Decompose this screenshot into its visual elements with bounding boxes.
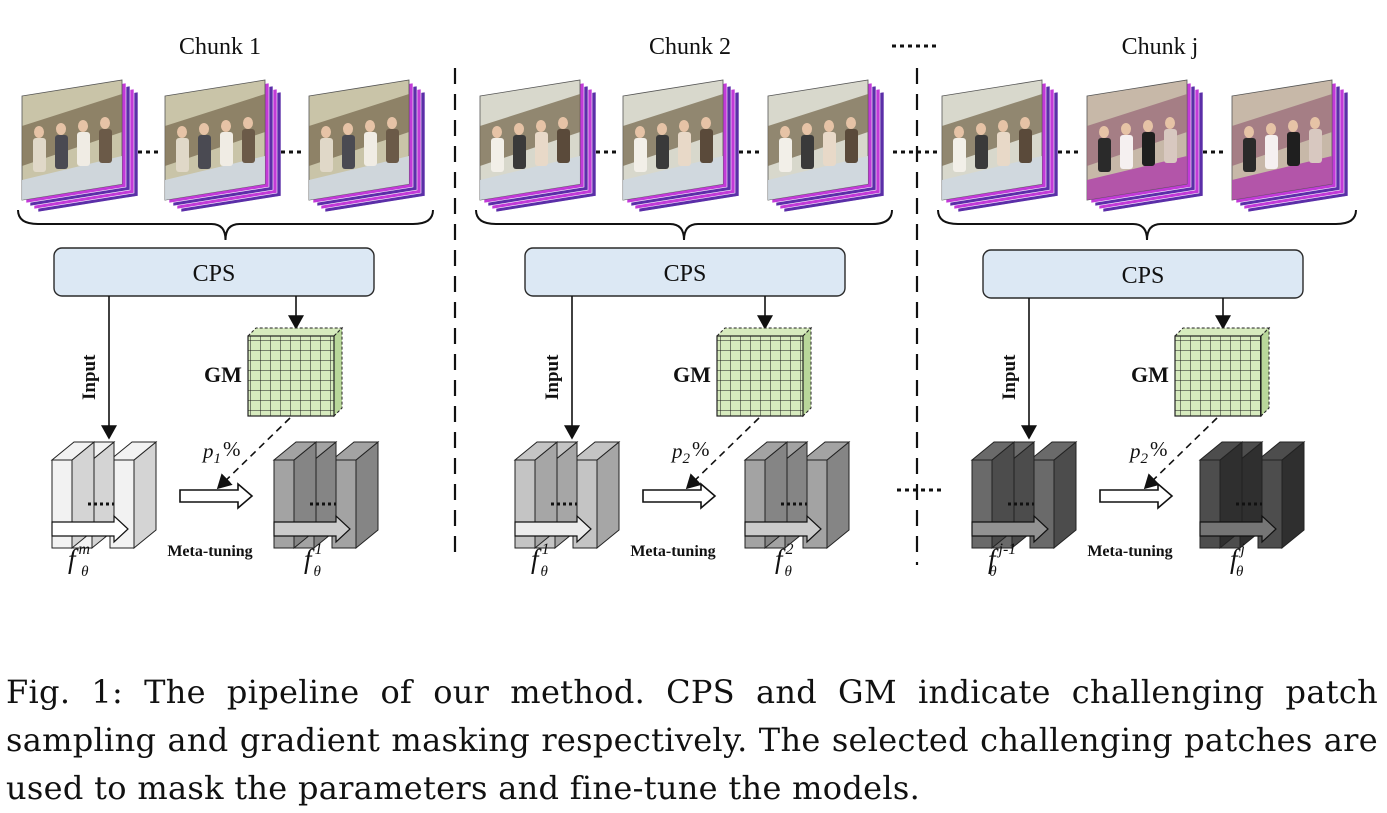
video-frame-stack-1 (21, 79, 139, 213)
video-frame-stack-1 (941, 79, 1059, 213)
meta-tuning-label: Meta-tuning (1087, 543, 1172, 560)
video-frame-stack-2 (1086, 79, 1204, 213)
video-frame-stack-2 (622, 79, 740, 213)
tuned-model-block (1198, 440, 1306, 550)
cps-label: CPS (193, 261, 236, 287)
chunk-title: Chunk j (1122, 34, 1199, 60)
meta-tuning-arrow (642, 482, 717, 510)
gm-cube (1173, 326, 1271, 418)
mask-ratio-label: p1% (201, 437, 241, 467)
tuned-model-block (272, 440, 380, 550)
meta-tuning-arrow (179, 482, 254, 510)
video-frame-stack-3 (308, 79, 426, 213)
video-frame-stack-1 (479, 79, 597, 213)
video-frame-stack-3 (1231, 79, 1349, 213)
input-label: Input (999, 354, 1020, 400)
curly-brace (937, 209, 1357, 241)
mask-ratio-label: p2% (670, 437, 710, 467)
chunk-1-group: Chunk 1 CPS Input GM p1% Meta-tuning f m θ f 1 θ (17, 34, 434, 580)
video-frame-stack-3 (767, 79, 885, 213)
curly-brace (17, 209, 434, 241)
gm-label: GM (204, 362, 242, 387)
cps-box (524, 247, 846, 297)
cps-label: CPS (1122, 263, 1165, 289)
input-label: Input (542, 354, 563, 400)
input-model-block (50, 440, 158, 550)
gm-cube (715, 326, 813, 418)
gradient-mask-arrow (685, 417, 760, 490)
input-label: Input (79, 354, 100, 400)
gm-label: GM (1131, 362, 1169, 387)
cps-box (53, 247, 375, 297)
tuned-model-block (743, 440, 851, 550)
gradient-mask-arrow (1143, 417, 1218, 490)
input-model-block (513, 440, 621, 550)
gradient-mask-arrow (216, 417, 291, 490)
video-frame-stack-2 (164, 79, 282, 213)
cps-box (982, 249, 1304, 299)
chunk-title: Chunk 1 (179, 34, 261, 60)
gm-cube (246, 326, 344, 418)
mask-ratio-label: p2% (1128, 437, 1168, 467)
chunk-title: Chunk 2 (649, 34, 731, 60)
chunk-2-group: Chunk 2 CPS Input GM p2% Meta-tuning f 1 θ f 2 θ (475, 34, 893, 580)
figure-caption: Fig. 1: The pipeline of our method. CPS … (6, 673, 1378, 807)
meta-tuning-arrow (1099, 482, 1174, 510)
cps-label: CPS (664, 261, 707, 287)
meta-tuning-label: Meta-tuning (167, 543, 252, 560)
input-model-block (970, 440, 1078, 550)
meta-tuning-label: Meta-tuning (630, 543, 715, 560)
curly-brace (475, 209, 893, 241)
gm-label: GM (673, 362, 711, 387)
input-model-label: f j-1 θ (988, 541, 1016, 580)
chunk-3-group: Chunk j CPS Input GM p2% Meta-tuning f j-1 θ f j θ (937, 34, 1357, 580)
